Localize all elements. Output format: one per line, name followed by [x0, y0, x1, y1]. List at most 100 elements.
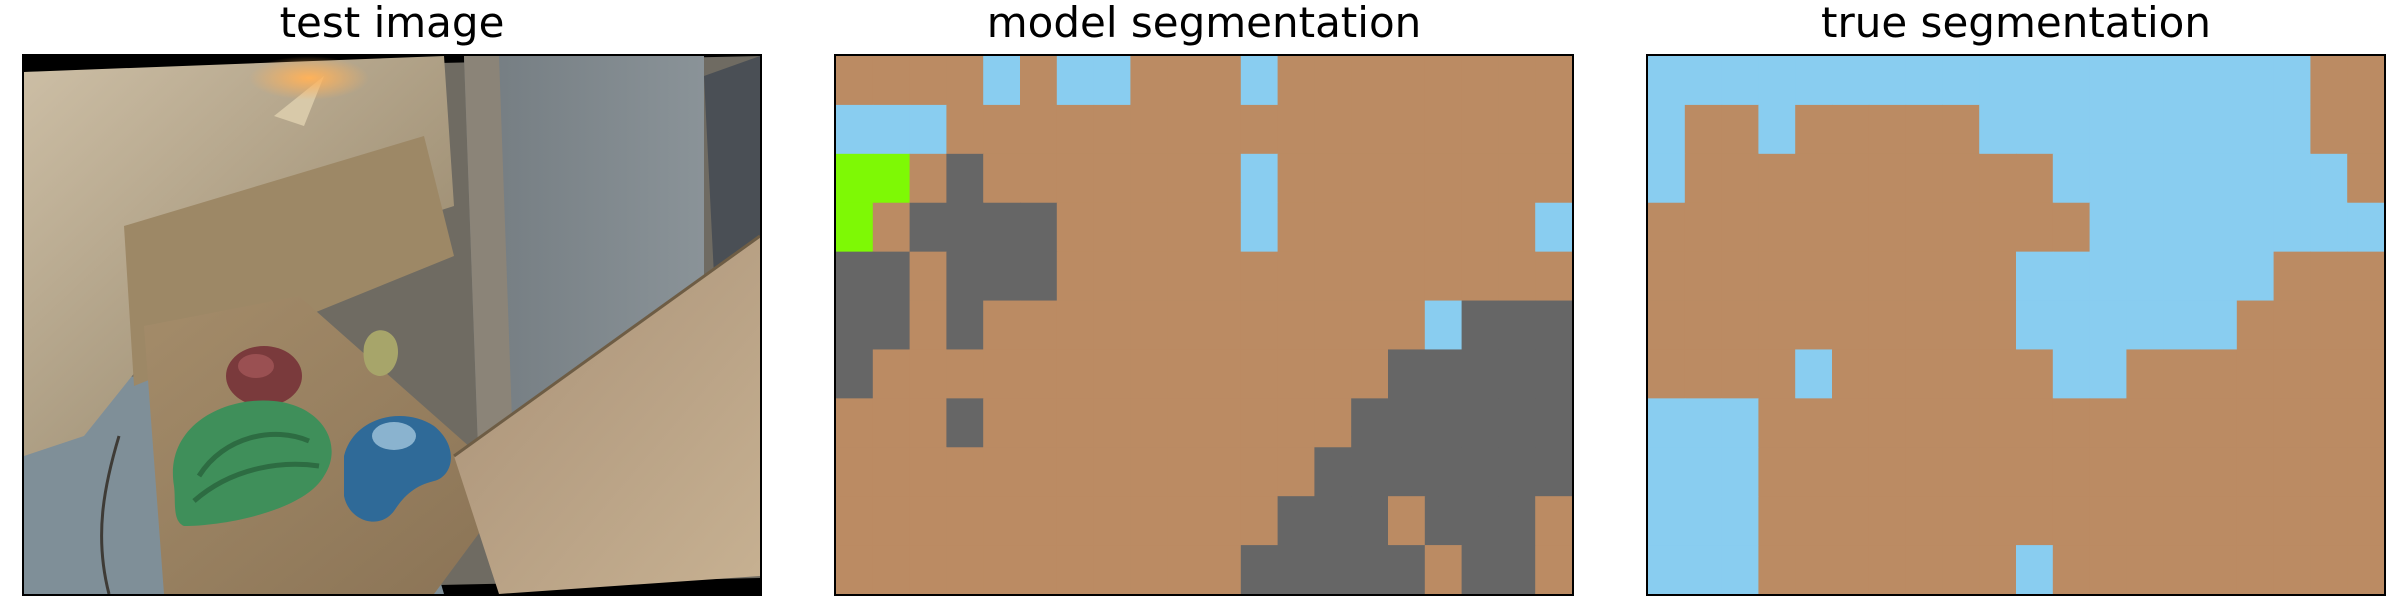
model-segmentation-cell-tan — [1388, 202, 1426, 253]
model-segmentation-cell-tan — [983, 349, 1021, 399]
model-segmentation-cell-tan — [1093, 496, 1131, 546]
model-segmentation-cell-tan — [1314, 300, 1352, 351]
true-segmentation-cell-tan — [2236, 447, 2275, 497]
true-segmentation-cell-tan — [2310, 56, 2348, 106]
model-segmentation-cell-tan — [909, 251, 947, 302]
true-segmentation-cell-tan — [1721, 153, 1759, 204]
model-segmentation-cell-tan — [872, 56, 911, 106]
model-segmentation-cell-sky — [983, 56, 1021, 106]
model-segmentation-cell-tan — [1240, 251, 1279, 302]
true-segmentation-cell-sky — [2200, 251, 2238, 302]
model-segmentation-cell-gray — [872, 251, 911, 302]
true-segmentation-cell-tan — [1942, 349, 1980, 399]
model-segmentation-frame — [834, 54, 1574, 596]
true-segmentation-cell-tan — [2347, 398, 2384, 448]
model-segmentation-cell-tan — [946, 104, 984, 155]
model-segmentation-cell-gray — [1535, 300, 1572, 351]
true-segmentation-cell-sky — [1942, 56, 1980, 106]
model-segmentation-cell-tan — [1056, 349, 1095, 399]
true-segmentation-cell-tan — [1979, 447, 2017, 497]
true-segmentation-cell-tan — [1758, 349, 1796, 399]
test-image-panel: test image — [22, 0, 762, 600]
model-segmentation-cell-tan — [1130, 251, 1168, 302]
true-segmentation-cell-sky — [2052, 104, 2091, 155]
model-segmentation-cell-gray — [836, 300, 874, 351]
true-segmentation-cell-tan — [1942, 447, 1980, 497]
model-segmentation-cell-tan — [983, 153, 1021, 204]
model-segmentation-cell-tan — [1277, 202, 1315, 253]
true-segmentation-cell-sky — [1648, 447, 1686, 497]
true-segmentation-cell-tan — [2310, 545, 2348, 594]
true-segmentation-cell-tan — [2126, 398, 2164, 448]
model-segmentation-cell-tan — [1020, 104, 1058, 155]
model-segmentation-cell-tan — [983, 104, 1021, 155]
true-segmentation-cell-tan — [2089, 447, 2127, 497]
model-segmentation-cell-gray — [983, 251, 1021, 302]
true-segmentation-cell-tan — [2200, 545, 2238, 594]
true-segmentation-cell-tan — [2236, 398, 2275, 448]
true-segmentation-cell-tan — [1868, 251, 1907, 302]
true-segmentation-cell-sky — [1758, 56, 1796, 106]
true-segmentation-cell-sky — [2200, 202, 2238, 253]
true-segmentation-cell-tan — [1942, 496, 1980, 546]
true-segmentation-cell-tan — [1721, 202, 1759, 253]
model-segmentation-cell-tan — [1130, 398, 1168, 448]
true-segmentation-cell-tan — [1979, 300, 2017, 351]
model-segmentation-cell-tan — [836, 447, 874, 497]
model-segmentation-cell-tan — [1277, 153, 1315, 204]
true-segmentation-cell-tan — [1648, 251, 1686, 302]
model-segmentation-cell-tan — [1167, 56, 1205, 106]
model-segmentation-cell-tan — [946, 56, 984, 106]
model-segmentation-cell-tan — [1020, 496, 1058, 546]
true-segmentation-cell-tan — [1795, 496, 1833, 546]
model-segmentation-cell-tan — [1020, 56, 1058, 106]
model-segmentation-cell-tan — [909, 56, 947, 106]
true-segmentation-cell-sky — [1979, 104, 2017, 155]
true-segmentation-cell-sky — [1979, 56, 2017, 106]
true-segmentation-cell-sky — [2163, 251, 2201, 302]
true-segmentation-cell-tan — [2236, 545, 2275, 594]
model-segmentation-cell-tan — [836, 545, 874, 594]
model-segmentation-cell-gray — [1461, 545, 1499, 594]
true-segmentation-cell-tan — [2273, 349, 2311, 399]
true-segmentation-cell-tan — [1832, 251, 1870, 302]
model-segmentation-cell-tan — [1240, 398, 1279, 448]
true-segmentation-cell-sky — [2310, 153, 2348, 204]
true-segmentation-cell-tan — [1758, 202, 1796, 253]
true-segmentation-cell-sky — [2200, 300, 2238, 351]
true-segmentation-cell-tan — [1832, 545, 1870, 594]
true-segmentation-cell-tan — [1758, 300, 1796, 351]
true-segmentation-cell-tan — [2126, 447, 2164, 497]
model-segmentation-cell-gray — [1424, 398, 1463, 448]
model-segmentation-cell-sky — [1093, 56, 1131, 106]
true-segmentation-cell-tan — [1942, 251, 1980, 302]
true-segmentation-cell-tan — [1832, 349, 1870, 399]
model-segmentation-cell-tan — [1351, 153, 1389, 204]
true-segmentation-cell-tan — [1979, 545, 2017, 594]
model-segmentation-cell-gray — [946, 153, 984, 204]
true-segmentation-cell-sky — [2347, 202, 2384, 253]
model-segmentation-cell-tan — [1167, 545, 1205, 594]
true-segmentation-cell-tan — [1979, 153, 2017, 204]
model-segmentation-cell-tan — [1204, 104, 1242, 155]
model-segmentation-cell-tan — [1204, 202, 1242, 253]
true-segmentation-cell-tan — [1795, 300, 1833, 351]
true-segmentation-cell-sky — [2089, 349, 2127, 399]
model-segmentation-cell-tan — [1277, 398, 1315, 448]
true-segmentation-cell-tan — [2126, 496, 2164, 546]
model-segmentation-cell-tan — [1461, 104, 1499, 155]
model-segmentation-cell-tan — [1093, 300, 1131, 351]
model-segmentation-cell-tan — [909, 300, 947, 351]
true-segmentation-cell-tan — [1832, 300, 1870, 351]
model-segmentation-cell-tan — [1240, 496, 1279, 546]
model-segmentation-cell-tan — [983, 447, 1021, 497]
true-segmentation-cell-sky — [2052, 251, 2091, 302]
model-segmentation-cell-gray — [1461, 349, 1499, 399]
true-segmentation-cell-tan — [1905, 202, 1943, 253]
true-segmentation-frame — [1646, 54, 2386, 596]
model-segmentation-cell-tan — [1535, 545, 1572, 594]
true-segmentation-grid — [1648, 56, 2384, 594]
true-segmentation-cell-tan — [2163, 447, 2201, 497]
true-segmentation-cell-tan — [1795, 398, 1833, 448]
model-segmentation-cell-tan — [1056, 545, 1095, 594]
